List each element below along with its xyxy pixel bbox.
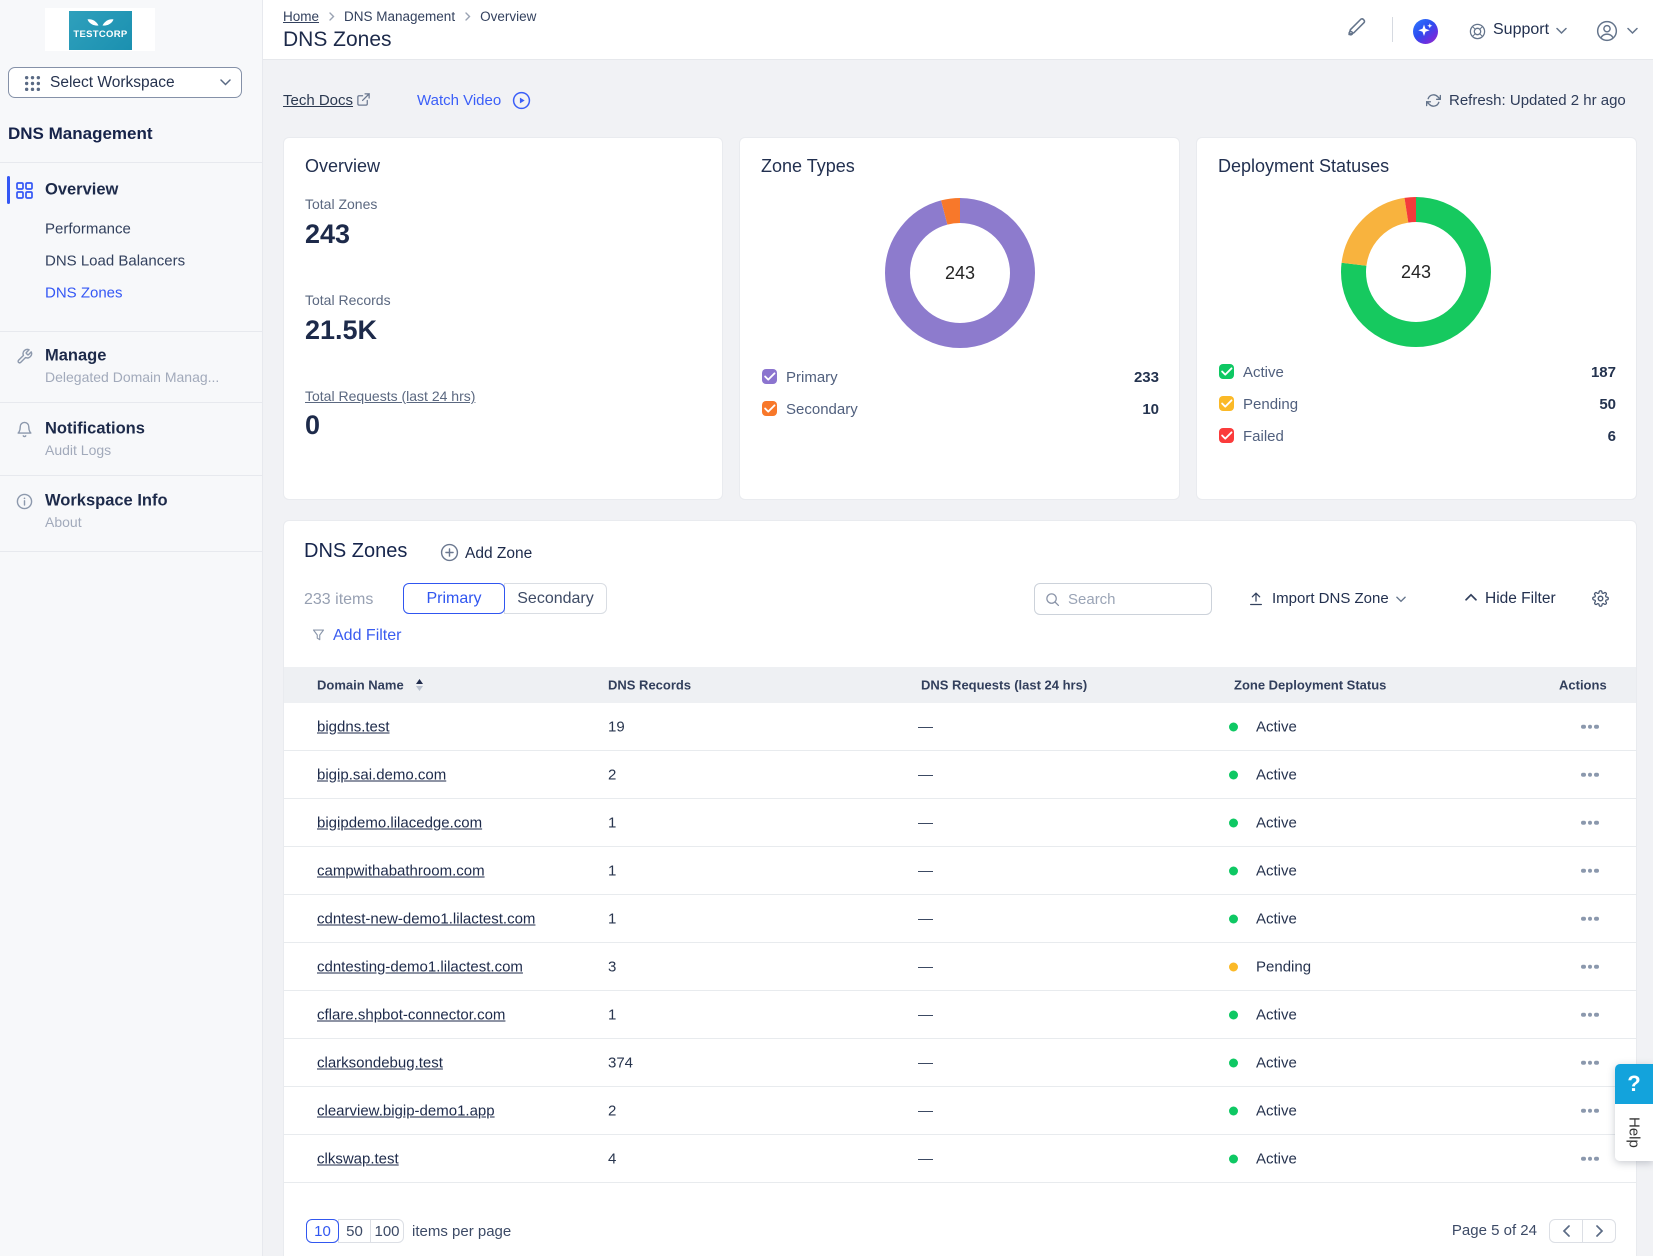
svg-text:243: 243 bbox=[945, 263, 975, 283]
svg-text:TESTCORP: TESTCORP bbox=[73, 29, 127, 40]
svg-text:243: 243 bbox=[1401, 262, 1431, 282]
